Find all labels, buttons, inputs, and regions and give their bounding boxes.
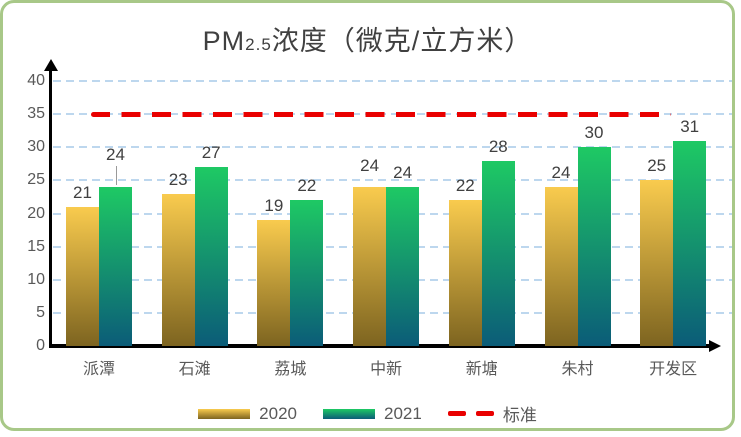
legend-item-2021: 2021 (323, 404, 422, 424)
y-tick-label-5: 5 (36, 303, 45, 321)
legend-item-2020: 2020 (198, 404, 297, 424)
legend-label-standard: 标准 (502, 406, 537, 425)
bar-2021-石滩 (194, 167, 228, 346)
bar-2021-中新 (386, 187, 420, 346)
legend-swatch-2020 (198, 408, 251, 419)
data-label-2020-荔城: 19 (264, 196, 284, 216)
data-label-2021-中新: 24 (393, 163, 413, 182)
reference-line-standard (91, 111, 671, 117)
y-tick-label-30: 30 (27, 138, 45, 156)
y-tick-label-10: 10 (27, 270, 45, 288)
data-label-2021-荔城: 22 (297, 176, 317, 196)
y-tick-label-0: 0 (36, 337, 45, 354)
data-label-2020-石滩: 23 (168, 169, 188, 189)
y-tick-label-20: 20 (27, 204, 45, 222)
y-axis-arrow-icon (43, 59, 58, 71)
gridline-30 (53, 146, 732, 149)
bar-2021-荔城 (290, 200, 324, 346)
bar-2020-派潭 (66, 206, 99, 346)
label-leader-line (115, 166, 117, 185)
y-tick-label-25: 25 (27, 171, 45, 189)
data-label-2021-朱村: 30 (584, 123, 604, 143)
bar-2021-派潭 (99, 187, 132, 346)
category-label-开发区: 开发区 (649, 361, 698, 378)
category-label-荔城: 荔城 (274, 361, 307, 378)
title-prefix: PM (202, 26, 246, 56)
data-label-2021-新塘: 28 (488, 136, 508, 156)
data-label-2020-朱村: 24 (551, 163, 571, 182)
category-label-朱村: 朱村 (561, 361, 594, 378)
bar-2020-新塘 (448, 200, 482, 346)
data-label-2020-新塘: 22 (455, 176, 475, 196)
category-label-派潭: 派潭 (82, 361, 115, 378)
category-label-中新: 中新 (370, 361, 403, 378)
category-label-新塘: 新塘 (465, 361, 498, 378)
chart-title: PM2.5浓度（微克/立方米） (3, 19, 732, 58)
y-tick-label-35: 35 (27, 105, 45, 123)
bar-2021-朱村 (577, 147, 611, 346)
bar-2020-开发区 (640, 180, 674, 346)
bar-2021-新塘 (481, 160, 515, 346)
bar-2020-朱村 (544, 187, 578, 346)
title-subscript: 2.5 (245, 35, 272, 54)
legend-swatch-2021 (323, 408, 375, 419)
data-label-2021-石滩: 27 (201, 143, 221, 163)
bar-2020-中新 (353, 187, 387, 346)
category-label-石滩: 石滩 (178, 361, 211, 378)
data-label-2020-中新: 24 (360, 156, 380, 175)
chart-frame: PM2.5浓度（微克/立方米） 2020 2021 标准 0 5 10 15 20 25 3… (0, 0, 735, 431)
legend-item-standard: 标准 (447, 401, 537, 426)
gridline-40 (53, 80, 732, 82)
title-suffix: 浓度（微克/立方米） (271, 26, 533, 56)
data-label-2021-派潭: 24 (106, 145, 125, 164)
y-tick-label-40: 40 (27, 72, 45, 89)
data-label-2020-开发区: 25 (647, 156, 667, 176)
data-label-2020-派潭: 21 (73, 182, 92, 202)
x-axis-arrow-icon (709, 339, 721, 352)
bar-2020-石滩 (161, 193, 195, 346)
bar-2020-荔城 (257, 220, 291, 346)
y-tick-label-15: 15 (27, 237, 45, 255)
data-label-2021-开发区: 31 (680, 116, 700, 136)
y-axis-line (49, 69, 52, 344)
legend-dash-icon (447, 411, 494, 416)
bar-2021-开发区 (673, 140, 707, 346)
gridline-25 (53, 179, 732, 182)
legend-label-2020: 2020 (259, 403, 297, 423)
legend-label-2021: 2021 (384, 403, 422, 423)
legend: 2020 2021 标准 (3, 401, 732, 426)
